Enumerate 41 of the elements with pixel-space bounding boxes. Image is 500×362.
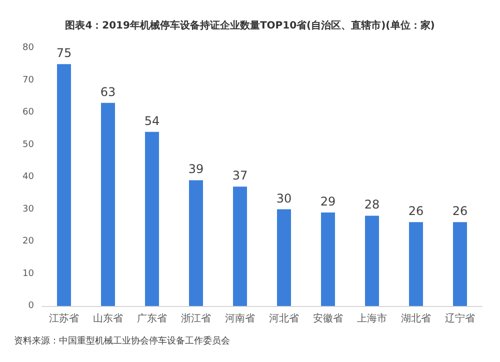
bar xyxy=(365,216,379,306)
data-label: 28 xyxy=(364,198,380,212)
y-tick-label: 0 xyxy=(28,301,34,311)
bar xyxy=(101,102,115,306)
bar xyxy=(145,132,159,306)
data-label: 26 xyxy=(408,204,424,218)
data-label: 26 xyxy=(452,204,468,218)
x-tick-label: 浙江省 xyxy=(181,312,211,324)
y-tick-label: 50 xyxy=(22,140,34,150)
x-tick-label: 山东省 xyxy=(93,312,123,324)
bar xyxy=(321,212,335,306)
bar xyxy=(453,222,467,306)
y-tick-label: 80 xyxy=(22,43,34,53)
y-tick-label: 30 xyxy=(22,204,34,214)
bar xyxy=(409,222,423,306)
data-label: 39 xyxy=(188,162,204,176)
data-label: 30 xyxy=(276,191,292,206)
y-tick-label: 70 xyxy=(22,75,34,86)
x-tick-label: 河北省 xyxy=(269,312,299,324)
x-tick-label: 上海市 xyxy=(357,312,387,324)
bar xyxy=(277,209,291,306)
text: 资料来源：中国重型机械工业协会停车设备工作委员会 xyxy=(14,336,230,346)
x-tick-label: 安徽省 xyxy=(313,312,343,324)
y-tick-label: 60 xyxy=(22,108,34,118)
x-tick-label: 江苏省 xyxy=(49,312,79,324)
x-tick-label: 辽宁省 xyxy=(445,312,475,324)
bar xyxy=(189,180,203,306)
y-tick-label: 40 xyxy=(22,172,34,182)
y-tick-label: 10 xyxy=(22,268,34,279)
data-label: 75 xyxy=(56,46,72,60)
data-label: 37 xyxy=(232,168,248,183)
data-label: 63 xyxy=(100,84,116,99)
chart-title: 图表4：2019年机械停车设备持证企业数量TOP10省(自治区、直辖市)(单位：家) xyxy=(65,20,435,32)
data-label: 29 xyxy=(320,194,336,208)
x-tick-label: 湖北省 xyxy=(401,312,431,324)
data-label: 54 xyxy=(144,114,160,128)
y-tick-label: 20 xyxy=(22,236,34,246)
bar xyxy=(57,64,71,306)
x-tick-label: 广东省 xyxy=(137,312,167,324)
bar xyxy=(233,186,247,306)
x-tick-label: 河南省 xyxy=(225,312,255,324)
